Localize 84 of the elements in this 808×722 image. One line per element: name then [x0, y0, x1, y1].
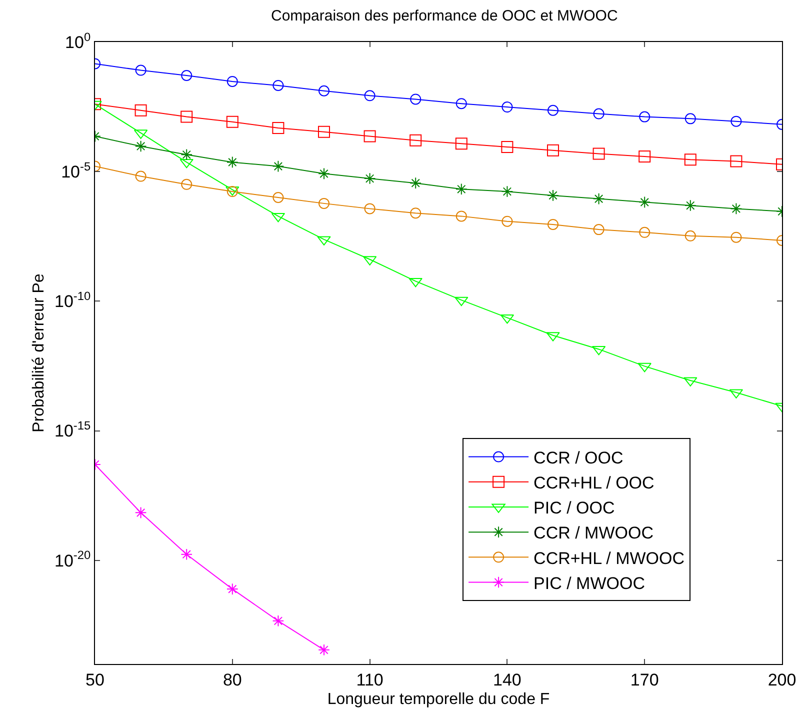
point [684, 154, 696, 166]
y-axis-title: Probabilité d'erreur Pe [30, 274, 48, 432]
legend-label: CCR+HL / OOC [534, 473, 654, 492]
y-tick-label: 10$^{-5}$ [61, 159, 91, 182]
x-tick-label: 200 [768, 670, 796, 690]
point [318, 198, 330, 209]
point [226, 76, 238, 87]
point [364, 130, 376, 142]
point [272, 80, 284, 91]
point [226, 583, 238, 595]
point [272, 615, 284, 627]
point [593, 108, 604, 120]
point [272, 192, 284, 203]
point [135, 64, 146, 76]
legend-label: CCR / OOC [534, 448, 624, 468]
point [180, 158, 194, 168]
point [134, 104, 147, 116]
x-axis-title: Longueur temporelle du code F [327, 691, 550, 708]
point [501, 140, 514, 153]
point [364, 90, 376, 102]
point [548, 104, 558, 116]
point [364, 172, 376, 184]
y-tick-label: 10$^{-15}$ [54, 418, 91, 441]
y-tick-label: 10$^{-10}$ [54, 288, 91, 312]
x-tick-label: 170 [630, 670, 659, 690]
point [408, 278, 422, 288]
point [410, 177, 422, 189]
y-tick-label: 10$^{-20}$ [54, 548, 91, 570]
point [502, 102, 513, 113]
legend-label: CCR+HL / MWOOC [534, 548, 685, 568]
x-tick-label: 140 [493, 670, 522, 690]
point [272, 122, 284, 134]
x-tick-label: 110 [356, 670, 384, 690]
point [730, 155, 742, 168]
legend-label: CCR / MWOOC [534, 524, 654, 543]
point [180, 548, 192, 560]
point [639, 111, 650, 122]
point [638, 362, 652, 372]
point [730, 116, 742, 127]
chart-title: Comparaison des performance de OOC et MWOOC [271, 8, 618, 24]
point [455, 138, 468, 150]
x-tick-label: 80 [222, 670, 242, 690]
point [592, 192, 605, 205]
point [456, 183, 468, 196]
point [135, 170, 146, 182]
point [593, 224, 604, 236]
point [134, 506, 147, 519]
point [272, 160, 284, 172]
point [410, 208, 422, 219]
point [730, 232, 742, 243]
point [226, 156, 238, 168]
point [410, 94, 422, 105]
legend-label: PIC / MWOOC [534, 574, 645, 593]
point [226, 116, 238, 128]
point [684, 113, 696, 124]
point [501, 186, 514, 198]
point [410, 134, 422, 146]
point [639, 226, 650, 238]
point [730, 202, 742, 215]
y-tick-label: 10$^{0}$ [65, 30, 91, 52]
point [502, 216, 513, 227]
point [318, 168, 330, 180]
point [180, 110, 193, 123]
point [547, 190, 559, 202]
point [456, 210, 467, 222]
point [684, 200, 696, 212]
point [592, 148, 605, 160]
legend-label: PIC / OOC [534, 498, 615, 518]
point [684, 230, 696, 242]
point [364, 203, 376, 214]
point [454, 296, 468, 306]
point [181, 70, 192, 81]
point [548, 218, 558, 230]
point [318, 85, 330, 96]
point [134, 140, 147, 152]
point [638, 196, 650, 208]
point [181, 178, 192, 190]
point [180, 148, 192, 161]
point [638, 150, 651, 163]
point [318, 126, 330, 138]
point [547, 144, 559, 156]
point [456, 98, 467, 110]
x-tick-label: 50 [86, 670, 104, 690]
point [318, 644, 330, 656]
